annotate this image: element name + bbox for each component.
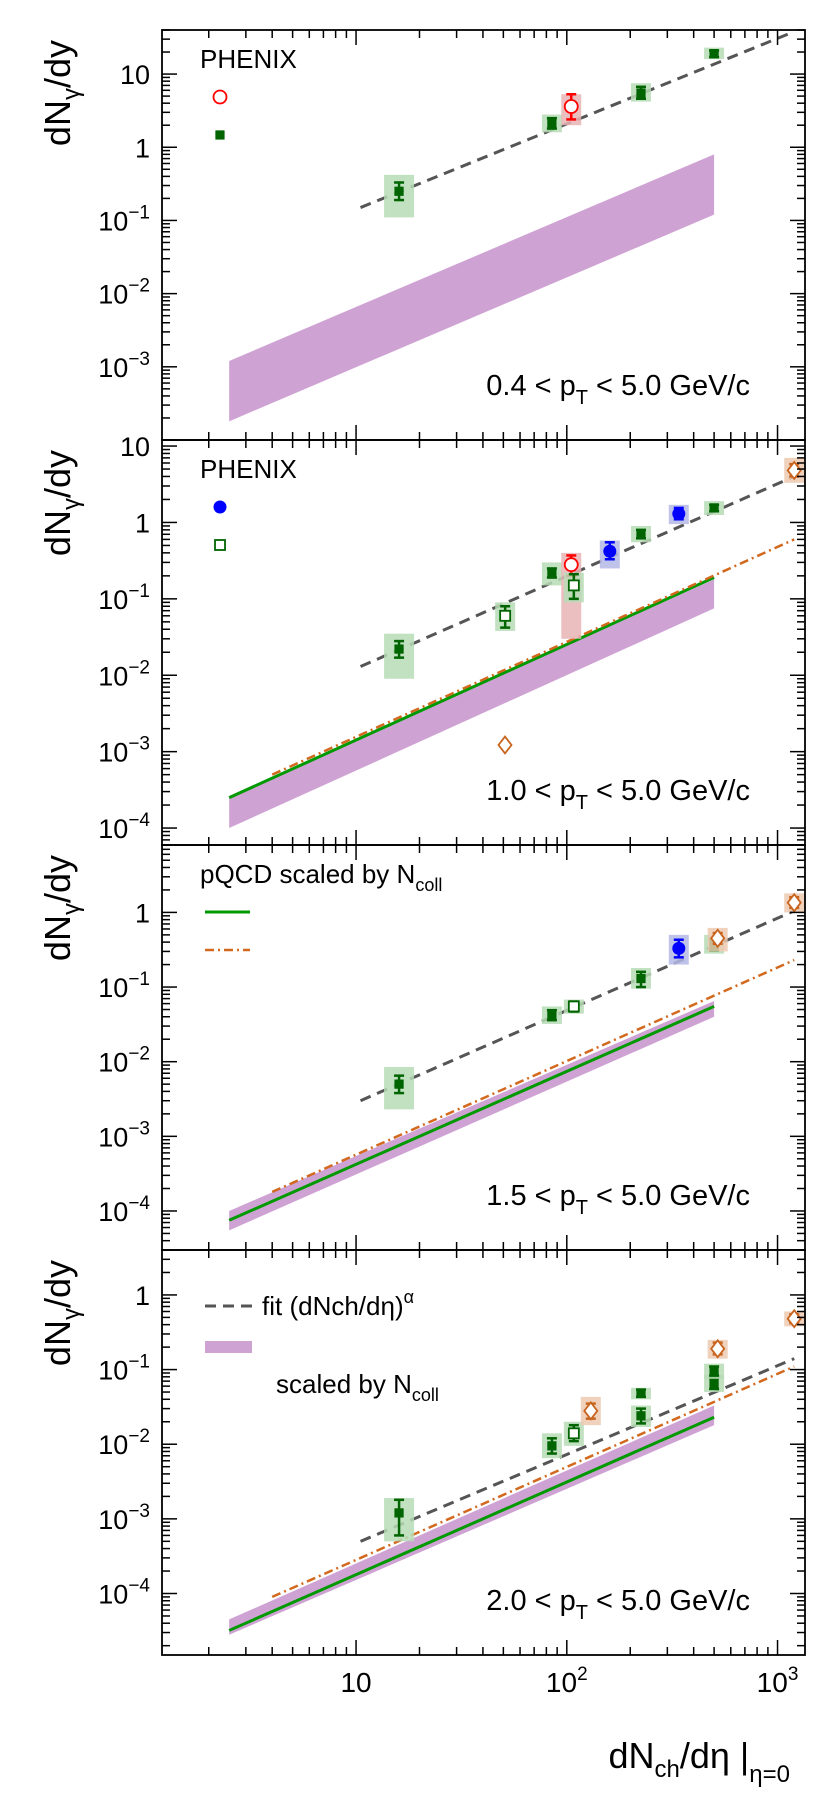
legend: fit (dNch/dη)α scaled by Ncoll [205,1287,439,1405]
data-point [547,568,557,578]
x-tick-label: 102 [546,1664,588,1698]
y-axis-title: dNγ/dy [37,40,85,146]
y-tick-label: 10−1 [98,1352,150,1386]
pqcd-2760-line [271,958,795,1194]
pp-band [229,154,715,422]
data-point [636,529,646,539]
y-axis-title: dNγ/dy [37,1260,85,1366]
data-point [567,1000,580,1013]
pt-range-label: 2.0 < pT < 5.0 GeV/c [486,1585,750,1624]
data-point [394,1079,404,1089]
data-point [567,579,580,592]
y-tick-label: 10−4 [98,810,150,844]
y-tick-label: 10−3 [98,349,150,383]
fit-line [359,1357,795,1543]
plot-area [228,1308,805,1635]
data-point [563,557,579,573]
panel-b: 10 1 10−1 10−2 10−3 10−4 dNγ/dy 1.0 < pT < 5.0 … [37,432,806,846]
data-point [499,609,512,622]
y-tick-label: 10−2 [98,657,150,691]
plot-area [229,30,795,422]
y-tick-label: 1 [135,508,150,538]
data-point [394,186,404,196]
y-tick-label: 10−2 [98,276,150,310]
y-tick-label: 10−1 [98,969,150,1003]
legend: PHENIX [200,44,297,140]
data-point [786,1308,802,1329]
y-tick-label: 10−2 [98,1426,150,1460]
y-tick-label: 10−1 [98,581,150,615]
x-axis-title: dNch/dη |η=0 [608,1735,790,1788]
legend-marker [497,735,513,755]
pqcd-2760-line [271,538,795,776]
legend-marker [214,539,226,551]
data-point [547,1441,557,1451]
data-point [563,99,579,114]
data-point [394,644,404,654]
x-tick-label: 103 [757,1664,799,1698]
y-tick-label: 10−3 [98,1501,150,1535]
y-tick-label: 1 [135,898,150,928]
data-point [636,88,646,98]
y-tick-label: 10 [120,432,150,462]
y-tick-label: 10−3 [98,734,150,768]
legend-title: pQCD scaled by Ncoll [200,859,442,895]
pqcd-2760-line [271,1365,795,1599]
legend-swatch [205,1341,252,1353]
y-tick-label: 1 [135,1281,150,1311]
legend-label: fit (dNch/dη)α [262,1287,414,1321]
y-tick-label: 10−4 [98,1193,150,1227]
pp-band [229,579,715,829]
data-point [786,460,802,481]
data-point [710,1338,726,1359]
plot-area [228,892,805,1231]
data-point [709,503,719,513]
pqcd-200-line [228,1005,715,1222]
legend: pQCD scaled by Ncoll [200,859,442,952]
data-point [709,1366,719,1376]
legend-marker [212,89,228,105]
data-point [636,1411,646,1421]
data-point [636,1388,646,1398]
data-point [547,1010,557,1020]
y-tick-label: 10−4 [98,1576,150,1610]
y-tick-label: 10−2 [98,1044,150,1078]
legend-title: PHENIX [200,44,297,74]
pqcd-200-line [228,1415,715,1632]
y-axis-title: dNγ/dy [37,855,85,961]
pqcd-200-line [228,576,715,800]
data-point [583,1400,599,1421]
data-point [567,1427,580,1440]
y-tick-label: 10−3 [98,1118,150,1152]
data-point [672,507,686,521]
data-point [786,892,802,913]
y-tick-label: 1 [135,133,150,163]
pt-range-label: 1.5 < pT < 5.0 GeV/c [486,1180,750,1219]
y-tick-label: 10 [120,60,150,90]
data-point [710,928,726,949]
data-point [603,544,617,558]
panel-a: 10 1 10−1 10−2 10−3 dNγ/dy 0.4 < pT < 5.0 GeV/… [37,29,806,441]
data-point [672,941,686,955]
data-point [709,49,719,59]
data-point [394,1508,404,1518]
plot-area [228,457,805,829]
pt-range-label: 0.4 < pT < 5.0 GeV/c [486,370,750,409]
panel-d: 1 10−1 10−2 10−3 10−4 dNγ/dy 2.0 < pT < 5.0 Ge… [37,1249,806,1656]
legend-title: PHENIX [200,454,297,484]
x-tick-label: 10 [340,1667,371,1698]
data-point [547,119,557,129]
legend-label: scaled by Ncoll [276,1369,439,1405]
panel-c: 1 10−1 10−2 10−3 10−4 dNγ/dy 1.5 < pT < 5.0 Ge… [37,844,806,1251]
data-point [709,1378,719,1389]
y-axis-title: dNγ/dy [37,450,85,556]
data-point [636,973,646,984]
legend-marker [215,130,225,140]
pt-range-label: 1.0 < pT < 5.0 GeV/c [486,775,750,814]
y-tick-label: 10−1 [98,202,150,236]
legend-marker [213,500,227,514]
legend: PHENIX [200,454,513,755]
